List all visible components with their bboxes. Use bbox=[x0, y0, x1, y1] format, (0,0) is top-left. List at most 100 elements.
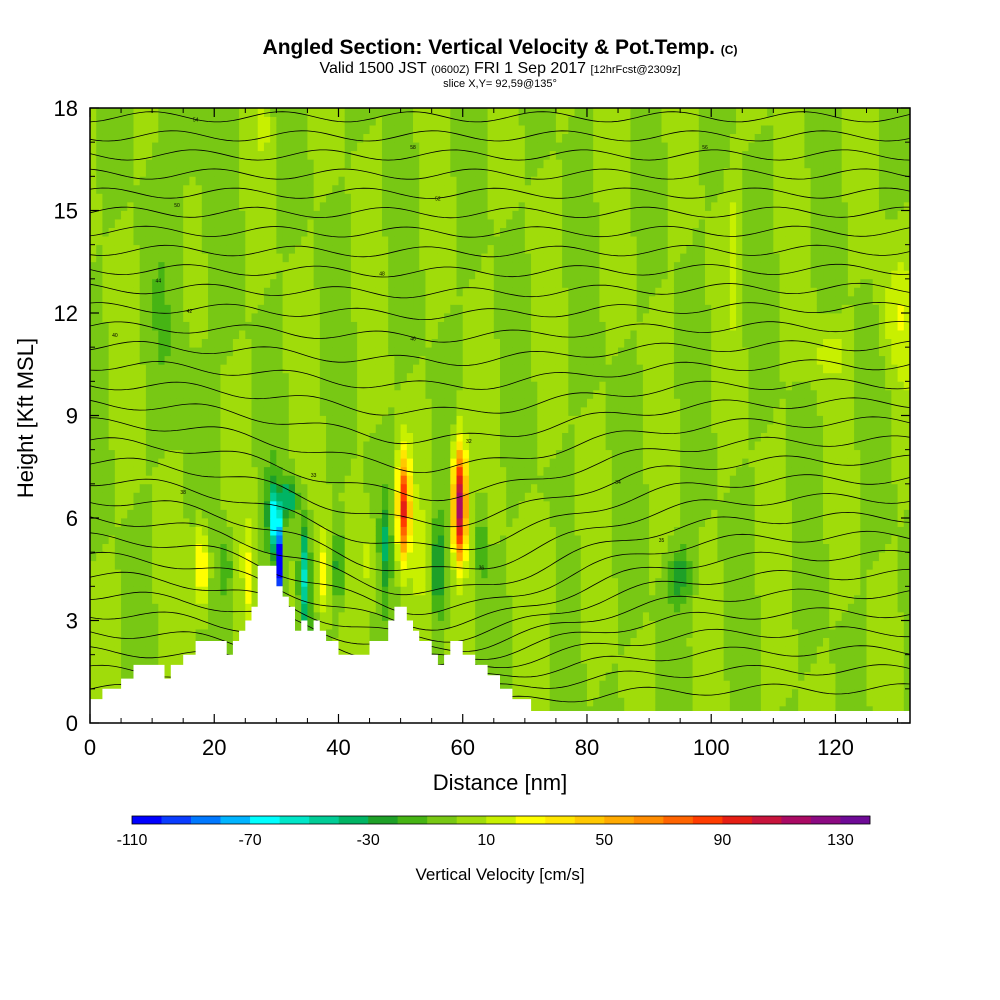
velocity-cell bbox=[394, 526, 401, 536]
velocity-cell bbox=[344, 475, 352, 485]
velocity-cell bbox=[183, 142, 190, 152]
velocity-cell bbox=[500, 236, 507, 246]
velocity-cell bbox=[270, 133, 277, 143]
velocity-cell bbox=[288, 278, 296, 288]
velocity-cell bbox=[413, 449, 420, 459]
velocity-cell bbox=[388, 475, 395, 485]
velocity-cell bbox=[388, 603, 395, 613]
velocity-cell bbox=[108, 594, 116, 604]
velocity-cell bbox=[183, 125, 190, 135]
velocity-cell bbox=[90, 543, 97, 553]
velocity-cell bbox=[425, 227, 433, 237]
velocity-cell bbox=[332, 577, 339, 587]
velocity-cell bbox=[152, 492, 159, 502]
velocity-cell bbox=[232, 483, 240, 493]
velocity-cell bbox=[437, 441, 445, 451]
velocity-cell bbox=[164, 142, 172, 152]
velocity-cell bbox=[338, 295, 346, 305]
velocity-cell bbox=[344, 270, 352, 280]
velocity-cell bbox=[319, 133, 327, 143]
velocity-cell bbox=[307, 518, 315, 527]
velocity-cell bbox=[121, 424, 128, 433]
velocity-cell bbox=[413, 116, 420, 126]
velocity-cell bbox=[226, 441, 234, 451]
velocity-cell bbox=[388, 518, 395, 527]
velocity-cell bbox=[170, 594, 178, 604]
velocity-cell bbox=[276, 441, 283, 451]
velocity-cell bbox=[239, 142, 246, 152]
velocity-cell bbox=[226, 219, 234, 228]
velocity-cell bbox=[195, 270, 203, 280]
velocity-cell bbox=[270, 526, 277, 536]
velocity-cell bbox=[214, 441, 221, 451]
velocity-cell bbox=[338, 483, 346, 493]
velocity-cell bbox=[475, 381, 482, 391]
velocity-cell bbox=[437, 167, 445, 177]
velocity-cell bbox=[158, 543, 165, 553]
velocity-cell bbox=[133, 381, 141, 391]
velocity-cell bbox=[133, 646, 141, 656]
velocity-cell bbox=[189, 552, 196, 562]
velocity-cell bbox=[251, 321, 259, 331]
velocity-cell bbox=[257, 167, 265, 177]
velocity-cell bbox=[263, 116, 271, 126]
velocity-cell bbox=[413, 509, 420, 519]
velocity-cell bbox=[338, 432, 346, 442]
velocity-cell bbox=[96, 637, 103, 647]
velocity-cell bbox=[375, 270, 383, 280]
velocity-cell bbox=[307, 432, 315, 442]
velocity-cell bbox=[326, 304, 333, 314]
velocity-cell bbox=[512, 295, 520, 305]
velocity-cell bbox=[114, 355, 122, 365]
velocity-cell bbox=[394, 458, 401, 468]
velocity-cell bbox=[220, 441, 228, 451]
velocity-cell bbox=[344, 278, 352, 288]
velocity-cell bbox=[176, 125, 184, 135]
velocity-cell bbox=[276, 569, 283, 579]
velocity-cell bbox=[419, 569, 426, 579]
velocity-cell bbox=[108, 654, 116, 664]
velocity-cell bbox=[220, 620, 228, 630]
velocity-cell bbox=[145, 586, 153, 596]
velocity-cell bbox=[326, 125, 333, 135]
velocity-cell bbox=[319, 543, 327, 553]
velocity-cell bbox=[338, 176, 346, 186]
velocity-cell bbox=[90, 629, 97, 638]
velocity-cell bbox=[232, 526, 240, 536]
velocity-cell bbox=[487, 287, 495, 297]
velocity-cell bbox=[444, 466, 451, 476]
velocity-cell bbox=[419, 611, 426, 621]
velocity-cell bbox=[419, 458, 426, 468]
velocity-cell bbox=[282, 219, 290, 228]
velocity-cell bbox=[332, 287, 339, 297]
velocity-cell bbox=[332, 432, 339, 442]
velocity-cell bbox=[419, 150, 426, 160]
velocity-cell bbox=[419, 535, 426, 545]
velocity-cell bbox=[295, 201, 302, 211]
velocity-cell bbox=[357, 629, 364, 638]
velocity-cell bbox=[406, 321, 414, 331]
velocity-cell bbox=[332, 389, 339, 399]
velocity-cell bbox=[114, 287, 122, 297]
velocity-cell bbox=[437, 219, 445, 228]
velocity-cell bbox=[462, 150, 470, 160]
velocity-cell bbox=[164, 210, 172, 220]
velocity-cell bbox=[400, 458, 408, 468]
velocity-cell bbox=[462, 236, 470, 246]
velocity-cell bbox=[425, 347, 433, 357]
forecast-info: [12hrFcst@2309z] bbox=[590, 64, 681, 76]
velocity-cell bbox=[170, 415, 178, 425]
velocity-cell bbox=[288, 475, 296, 485]
velocity-cell bbox=[270, 236, 277, 246]
velocity-cell bbox=[139, 620, 147, 630]
velocity-cell bbox=[127, 355, 134, 365]
velocity-cell bbox=[493, 364, 501, 374]
velocity-cell bbox=[419, 389, 426, 399]
velocity-cell bbox=[108, 142, 116, 152]
velocity-cell bbox=[419, 321, 426, 331]
velocity-cell bbox=[425, 313, 433, 322]
velocity-cell bbox=[506, 313, 513, 322]
velocity-cell bbox=[487, 526, 495, 536]
velocity-cell bbox=[394, 227, 401, 237]
velocity-cell bbox=[226, 364, 234, 374]
